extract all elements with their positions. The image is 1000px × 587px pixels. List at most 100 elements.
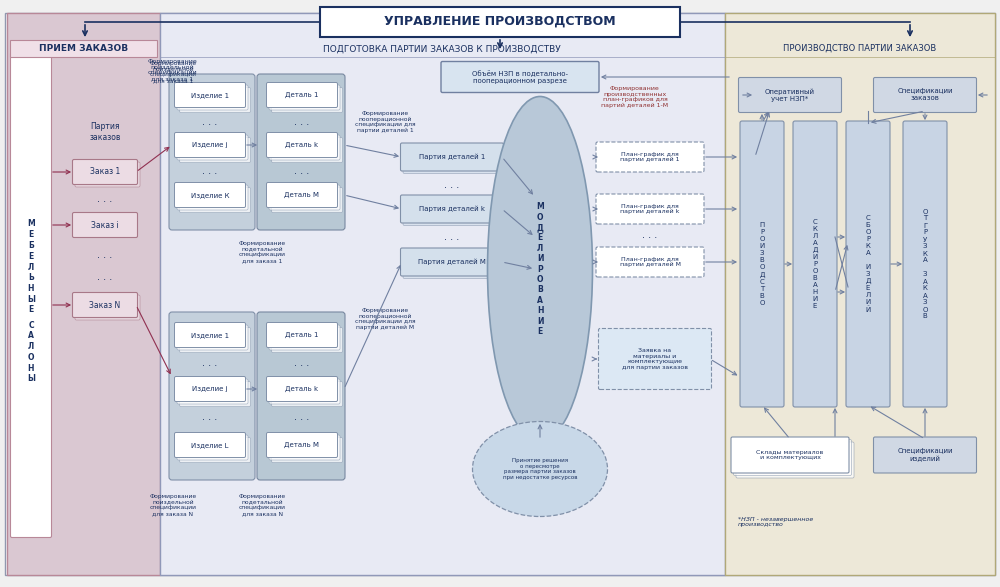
Text: . . .: . . .	[202, 358, 218, 368]
FancyBboxPatch shape	[403, 251, 506, 278]
Text: . . .: . . .	[444, 232, 460, 242]
Text: Изделие 1: Изделие 1	[191, 332, 229, 338]
Text: . . .: . . .	[202, 117, 218, 127]
Text: Партия
заказов: Партия заказов	[89, 122, 121, 141]
FancyBboxPatch shape	[180, 328, 251, 353]
FancyBboxPatch shape	[72, 160, 138, 184]
Text: . . .: . . .	[642, 230, 658, 240]
FancyBboxPatch shape	[266, 83, 338, 107]
FancyBboxPatch shape	[5, 13, 995, 575]
FancyBboxPatch shape	[172, 77, 252, 227]
Text: Заявка на
материалы и
комплектующие
для партии заказов: Заявка на материалы и комплектующие для …	[622, 348, 688, 370]
FancyBboxPatch shape	[320, 7, 680, 37]
Text: Спецификации
заказов: Спецификации заказов	[897, 89, 953, 102]
FancyBboxPatch shape	[598, 329, 712, 390]
Text: М
Е
Б
Е
Л
Ь
Н
Ы
Е: М Е Б Е Л Ь Н Ы Е	[27, 220, 35, 315]
Text: ПРИЕМ ЗАКАЗОВ: ПРИЕМ ЗАКАЗОВ	[39, 44, 128, 53]
Text: Формирование
поиздельной
спецификации
для заказа N: Формирование поиздельной спецификации дл…	[149, 494, 197, 516]
FancyBboxPatch shape	[177, 85, 248, 110]
Text: Заказ N: Заказ N	[89, 301, 121, 309]
Text: . . .: . . .	[444, 180, 460, 190]
Text: Изделие j: Изделие j	[192, 142, 228, 148]
FancyBboxPatch shape	[177, 135, 248, 160]
Ellipse shape	[488, 96, 592, 441]
FancyBboxPatch shape	[175, 83, 246, 107]
FancyBboxPatch shape	[180, 382, 251, 407]
FancyBboxPatch shape	[727, 40, 993, 57]
FancyBboxPatch shape	[272, 87, 342, 113]
Text: Изделие L: Изделие L	[191, 442, 229, 448]
FancyBboxPatch shape	[169, 74, 255, 230]
Ellipse shape	[473, 421, 608, 517]
FancyBboxPatch shape	[272, 382, 342, 407]
Text: С
А
Л
О
Н
Ы: С А Л О Н Ы	[27, 321, 35, 383]
Text: Формирование
подетальной
спецификации
для заказа 1: Формирование подетальной спецификации дл…	[238, 241, 286, 263]
Text: . . .: . . .	[294, 358, 310, 368]
FancyBboxPatch shape	[160, 13, 725, 575]
FancyBboxPatch shape	[10, 40, 157, 57]
FancyBboxPatch shape	[403, 197, 506, 225]
Text: С
Б
О
Р
К
А
 
И
З
Д
Е
Л
И
Й: С Б О Р К А И З Д Е Л И Й	[865, 215, 871, 313]
Text: Формирование
подетальной
спецификации
для заказа N: Формирование подетальной спецификации дл…	[238, 494, 286, 516]
FancyBboxPatch shape	[269, 135, 340, 160]
Text: С
К
Л
А
Д
И
Р
О
В
А
Н
И
Е: С К Л А Д И Р О В А Н И Е	[812, 219, 818, 309]
Text: План-график для
партии деталей 1: План-график для партии деталей 1	[620, 151, 680, 163]
Text: Деталь 1: Деталь 1	[285, 332, 319, 338]
FancyBboxPatch shape	[793, 121, 837, 407]
FancyBboxPatch shape	[177, 325, 248, 350]
Text: Изделие 1: Изделие 1	[191, 92, 229, 98]
Text: . . .: . . .	[294, 117, 310, 127]
FancyBboxPatch shape	[72, 212, 138, 238]
FancyBboxPatch shape	[739, 77, 842, 113]
FancyBboxPatch shape	[175, 183, 246, 207]
Text: Партия деталей 1: Партия деталей 1	[419, 154, 485, 160]
FancyBboxPatch shape	[269, 85, 340, 110]
Text: . . .: . . .	[97, 272, 113, 282]
FancyBboxPatch shape	[441, 62, 599, 93]
FancyBboxPatch shape	[725, 13, 995, 575]
FancyBboxPatch shape	[180, 437, 251, 463]
FancyBboxPatch shape	[169, 312, 255, 480]
FancyBboxPatch shape	[177, 379, 248, 404]
FancyBboxPatch shape	[596, 247, 704, 277]
Text: . . .: . . .	[294, 412, 310, 422]
Text: Деталь М: Деталь М	[285, 442, 320, 448]
FancyBboxPatch shape	[175, 433, 246, 457]
FancyBboxPatch shape	[75, 162, 140, 187]
FancyBboxPatch shape	[266, 133, 338, 157]
FancyBboxPatch shape	[403, 146, 506, 174]
Text: Формирование
поиздельной
спецификации
для заказа 1: Формирование поиздельной спецификации дл…	[147, 59, 197, 81]
FancyBboxPatch shape	[175, 133, 246, 157]
FancyBboxPatch shape	[903, 121, 947, 407]
FancyBboxPatch shape	[7, 13, 160, 575]
Text: Формирование
поиздельной
спецификации
для заказа 1: Формирование поиздельной спецификации дл…	[149, 61, 197, 83]
Text: Деталь k: Деталь k	[285, 142, 319, 148]
FancyBboxPatch shape	[272, 328, 342, 353]
FancyBboxPatch shape	[400, 143, 504, 171]
Text: Объём НЗП в подетально-
пооперационном разрезе: Объём НЗП в подетально- пооперационном р…	[472, 70, 568, 84]
Text: Склады материалов
и комплектующих: Склады материалов и комплектующих	[756, 450, 824, 460]
Text: О
Т
Г
Р
У
З
К
А
 
З
А
К
А
З
О
В: О Т Г Р У З К А З А К А З О В	[922, 208, 928, 319]
FancyBboxPatch shape	[740, 121, 784, 407]
Text: ПОДГОТОВКА ПАРТИИ ЗАКАЗОВ К ПРОИЗВОДСТВУ: ПОДГОТОВКА ПАРТИИ ЗАКАЗОВ К ПРОИЗВОДСТВУ	[323, 45, 561, 53]
Text: Партия деталей М: Партия деталей М	[418, 259, 486, 265]
FancyBboxPatch shape	[731, 437, 849, 473]
FancyBboxPatch shape	[266, 376, 338, 402]
FancyBboxPatch shape	[874, 437, 976, 473]
Text: Партия деталей k: Партия деталей k	[419, 206, 485, 212]
Text: Формирование
пооперационной
спецификации для
партии деталей М: Формирование пооперационной спецификации…	[355, 308, 415, 330]
FancyBboxPatch shape	[266, 183, 338, 207]
FancyBboxPatch shape	[257, 312, 345, 480]
FancyBboxPatch shape	[180, 187, 251, 212]
Text: ПРОИЗВОДСТВО ПАРТИИ ЗАКАЗОВ: ПРОИЗВОДСТВО ПАРТИИ ЗАКАЗОВ	[783, 44, 937, 53]
Text: . . .: . . .	[97, 194, 113, 204]
FancyBboxPatch shape	[272, 437, 342, 463]
FancyBboxPatch shape	[400, 195, 504, 223]
Text: Принятие решения
о пересмотре
размера партии заказов
при недостатке ресурсов: Принятие решения о пересмотре размера па…	[503, 458, 577, 480]
FancyBboxPatch shape	[257, 74, 345, 230]
FancyBboxPatch shape	[874, 77, 976, 113]
FancyBboxPatch shape	[272, 187, 342, 212]
Text: М
О
Д
Е
Л
И
Р
О
В
А
Н
И
Е: М О Д Е Л И Р О В А Н И Е	[536, 202, 544, 336]
Text: Деталь 1: Деталь 1	[285, 92, 319, 98]
FancyBboxPatch shape	[180, 87, 251, 113]
